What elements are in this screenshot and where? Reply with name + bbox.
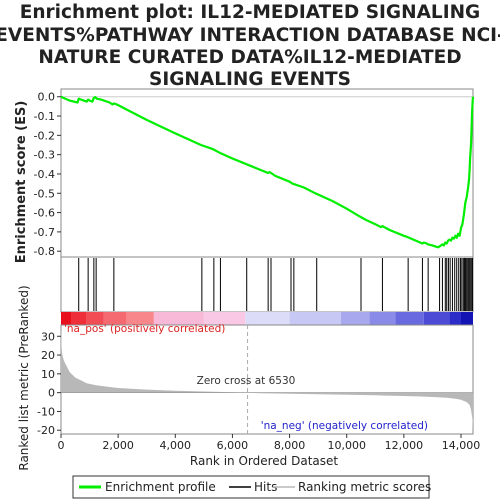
rank-bar-segment [71, 312, 87, 325]
rank-bar-segment [461, 312, 473, 325]
rank-bar-segment [341, 312, 370, 325]
es-panel: 0.0 -0.1 -0.2 -0.3 -0.4 -0.5 -0.6 -0.7 -0.8 [34, 88, 475, 258]
metric-ytick-label: 10 [41, 368, 55, 381]
rank-bar-segment [395, 312, 424, 325]
es-ytick-label: -0.2 [34, 129, 55, 142]
enrichment-profile-line [60, 95, 475, 249]
rank-bar-segment [289, 312, 341, 325]
x-tick-label: 12,000 [385, 439, 424, 452]
rank-bar-segment [86, 312, 104, 325]
metric-ytick-label: 0 [48, 387, 55, 400]
es-y-axis: 0.0 -0.1 -0.2 -0.3 -0.4 -0.5 -0.6 -0.7 -0.8 [34, 91, 61, 258]
x-tick-label: 6,000 [217, 439, 249, 452]
es-ytick-label: -0.4 [34, 168, 55, 181]
rank-bar-segment [449, 312, 461, 325]
x-tick-label: 14,000 [442, 439, 481, 452]
es-ylabel: Enrichment score (ES) [14, 101, 29, 264]
rank-bar-segment [103, 312, 127, 325]
es-ytick-label: 0.0 [38, 91, 56, 104]
x-tick-label: 2,000 [102, 439, 134, 452]
metric-ylabel: Ranked list metric (PreRanked) [17, 285, 31, 470]
es-ytick-label: -0.5 [34, 187, 55, 200]
x-tick-label: 10,000 [327, 439, 366, 452]
legend-label-hits: Hits [254, 480, 277, 494]
x-tick-label: 8,000 [274, 439, 306, 452]
metric-panel-frame [60, 324, 474, 435]
chart-title: Enrichment plot: IL12-MEDIATED SIGNALING… [0, 2, 500, 90]
x-tick-label: 4,000 [160, 439, 192, 452]
metric-ytick-label: -10 [37, 405, 55, 418]
rank-bar-segment [369, 312, 396, 325]
rank-bar-segment [61, 312, 71, 325]
title-line-1: Enrichment plot: IL12-MEDIATED SIGNALING [20, 2, 481, 23]
es-ytick-label: -0.8 [34, 245, 55, 258]
legend-label-metric: Ranking metric scores [298, 480, 431, 494]
x-axis: 0 2,000 4,000 6,000 8,000 10,000 12,000 14,000 [58, 434, 481, 452]
metric-ytick-label: 30 [41, 330, 55, 343]
title-line-2: EVENTS%PATHWAY INTERACTION DATABASE NCI- [0, 25, 500, 46]
hits-panel-frame [60, 256, 474, 313]
rank-bar-segment [153, 312, 204, 325]
legend: Enrichment profile Hits Ranking metric s… [72, 475, 431, 499]
metric-y-axis: 30 20 10 0 -10 -20 [37, 330, 61, 437]
es-ytick-label: -0.6 [34, 207, 55, 220]
neg-correlated-label: 'na_neg' (negatively correlated) [261, 420, 428, 432]
metric-panel: 30 20 10 0 -10 -20 'na_pos' (positively corre… [37, 323, 474, 437]
es-profile-group [60, 95, 475, 249]
metric-ytick-label: 20 [41, 349, 55, 362]
pos-correlated-label: 'na_pos' (positively correlated) [64, 323, 225, 335]
title-line-3: NATURE CURATED DATA%IL12-MEDIATED [38, 47, 461, 68]
hits-panel [60, 256, 474, 313]
hits-group [78, 258, 473, 311]
rank-bar-segment [126, 312, 154, 325]
rank-color-bar [61, 312, 473, 325]
x-tick-label: 0 [58, 439, 65, 452]
metric-ytick-label: -20 [37, 424, 55, 437]
x-axis-label: Rank in Ordered Dataset [190, 454, 338, 468]
zero-cross-label: Zero cross at 6530 [197, 375, 296, 387]
legend-label-enrichment: Enrichment profile [105, 480, 216, 494]
metric-area-group [61, 325, 473, 434]
rank-bar-segment [423, 312, 450, 325]
title-line-4: SIGNALING EVENTS [149, 69, 351, 90]
rank-bar-segment [203, 312, 246, 325]
es-ytick-label: -0.7 [34, 226, 55, 239]
es-ytick-label: -0.1 [34, 110, 55, 123]
rank-bar-segment [245, 312, 290, 325]
es-ytick-label: -0.3 [34, 149, 55, 162]
